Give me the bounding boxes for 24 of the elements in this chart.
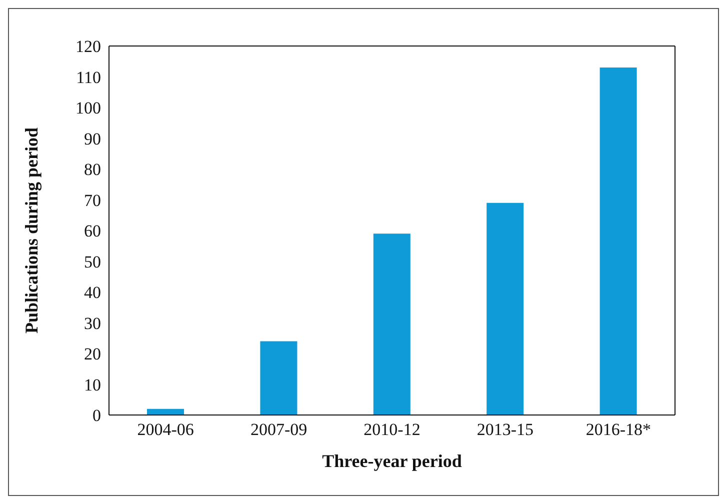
y-tick-label: 10 xyxy=(84,375,101,394)
x-tick-label: 2007-09 xyxy=(250,420,308,440)
y-tick-label: 70 xyxy=(84,190,101,210)
x-tick-label: 2010-12 xyxy=(364,420,420,440)
y-tick-label: 0 xyxy=(92,406,101,426)
y-tick-label: 60 xyxy=(84,222,101,241)
y-tick-label: 120 xyxy=(76,37,101,56)
y-axis-title: Publications during period xyxy=(21,127,42,334)
bar xyxy=(260,341,298,415)
y-tick-label: 50 xyxy=(84,252,101,272)
bar xyxy=(600,68,637,415)
y-tick-label: 80 xyxy=(84,160,101,180)
x-tick-label: 2004-06 xyxy=(137,420,194,440)
y-tick-label: 90 xyxy=(84,129,101,148)
y-tick-label: 40 xyxy=(84,283,101,302)
y-tick-label: 110 xyxy=(76,68,101,87)
y-tick-label: 30 xyxy=(84,314,101,333)
bar xyxy=(486,202,524,415)
x-tick-label: 2016-18* xyxy=(586,420,651,440)
y-tick-label: 100 xyxy=(76,98,101,118)
x-tick-label: 2013-15 xyxy=(476,420,534,440)
bar xyxy=(373,234,410,415)
x-axis-title: Three-year period xyxy=(322,451,462,471)
y-tick-label: 20 xyxy=(84,344,101,364)
